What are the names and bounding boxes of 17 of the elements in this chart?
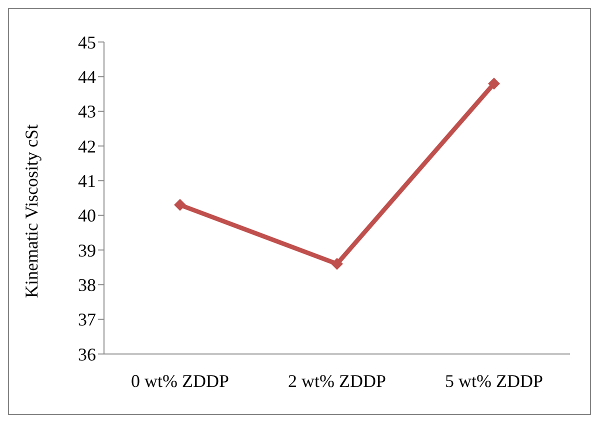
x-tick-label: 0 wt% ZDDP [131,370,229,391]
point [174,198,186,211]
y-tick-label: 40 [78,206,96,226]
y-tick-label: 38 [78,275,96,296]
point [331,258,343,270]
point [488,78,500,90]
y-tick-label: 44 [78,67,96,88]
y-tick-label: 41 [78,171,96,192]
y-tick-label: 42 [78,136,96,156]
y-tick-label: 39 [78,240,96,260]
x-tick-label: 2 wt% ZDDP [288,370,386,391]
y-tick-label: 43 [78,102,96,122]
y-tick-label: 36 [78,344,96,364]
y-axis-title: Kinematic Viscosity cSt [21,124,42,298]
y-tick-label: 45 [78,32,96,52]
x-tick-label: 5 wt% ZDDP [445,370,543,391]
y-tick-label: 37 [78,310,96,330]
